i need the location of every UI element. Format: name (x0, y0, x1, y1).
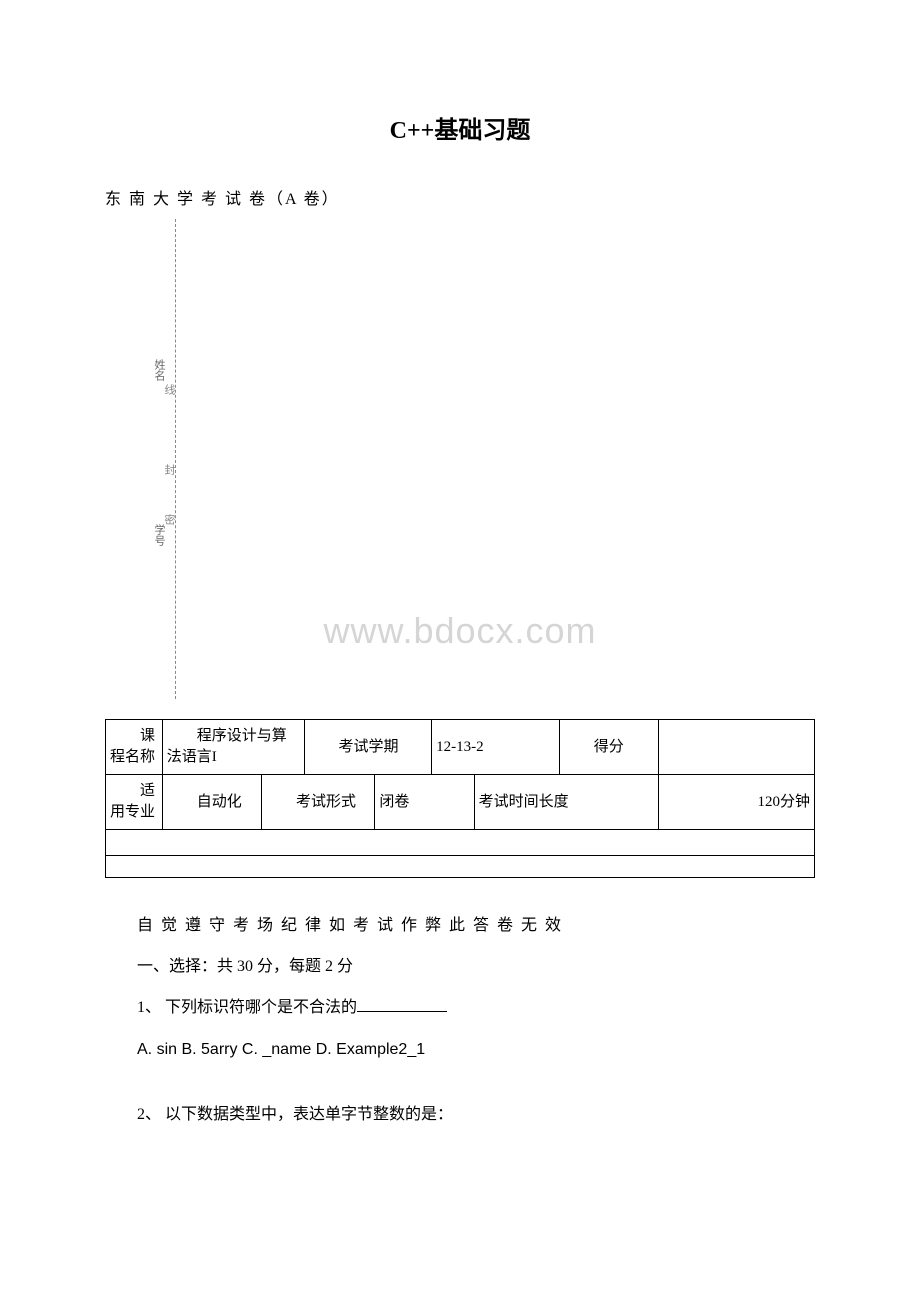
course-name-value: 程序设计与算法语言I (162, 720, 304, 775)
exam-subtitle: 东 南 大 学 考 试 卷（A 卷） (105, 185, 815, 209)
major-value: 自动化 (162, 775, 261, 830)
exam-form-value: 闭卷 (375, 775, 474, 830)
table-row (106, 830, 815, 856)
id-label-vertical: 学号 (151, 524, 167, 546)
exam-info-table: 课程名称 程序设计与算法语言I 考试学期 12-13-2 得分 适用专业 自动化… (105, 719, 815, 878)
question-1-options: A. sin B. 5arry C. _name D. Example2_1 (105, 1032, 815, 1067)
question-2: 2、 以下数据类型中，表达单字节整数的是： (105, 1097, 815, 1132)
body-content: 自 觉 遵 守 考 场 纪 律 如 考 试 作 弊 此 答 卷 无 效 一、选择… (105, 908, 815, 1132)
table-row: 适用专业 自动化 考试形式 闭卷 考试时间长度 120分钟 (106, 775, 815, 830)
seal-char-1: 线 (161, 384, 177, 395)
empty-row (106, 856, 815, 878)
answer-blank (357, 995, 447, 1013)
seal-char-3: 密 (161, 514, 177, 525)
duration-value: 120分钟 (658, 775, 814, 830)
course-name-label: 课程名称 (106, 720, 163, 775)
empty-row (106, 830, 815, 856)
major-label: 适用专业 (106, 775, 163, 830)
question-1: 1、 下列标识符哪个是不合法的 (105, 990, 815, 1025)
section-heading: 一、选择：共 30 分，每题 2 分 (105, 949, 815, 984)
page-title: C++基础习题 (105, 110, 815, 145)
exam-term-value: 12-13-2 (432, 720, 560, 775)
binding-area: 姓名 学号 线 封 密 (165, 219, 815, 699)
exam-form-label: 考试形式 (261, 775, 374, 830)
table-row: 课程名称 程序设计与算法语言I 考试学期 12-13-2 得分 (106, 720, 815, 775)
honor-statement: 自 觉 遵 守 考 场 纪 律 如 考 试 作 弊 此 答 卷 无 效 (105, 908, 815, 943)
table-row (106, 856, 815, 878)
name-label-vertical: 姓名 (151, 359, 167, 381)
dashed-binding-line (175, 219, 176, 699)
score-label: 得分 (559, 720, 658, 775)
score-value (658, 720, 814, 775)
seal-char-2: 封 (161, 464, 177, 475)
duration-label: 考试时间长度 (474, 775, 658, 830)
exam-term-label: 考试学期 (304, 720, 432, 775)
